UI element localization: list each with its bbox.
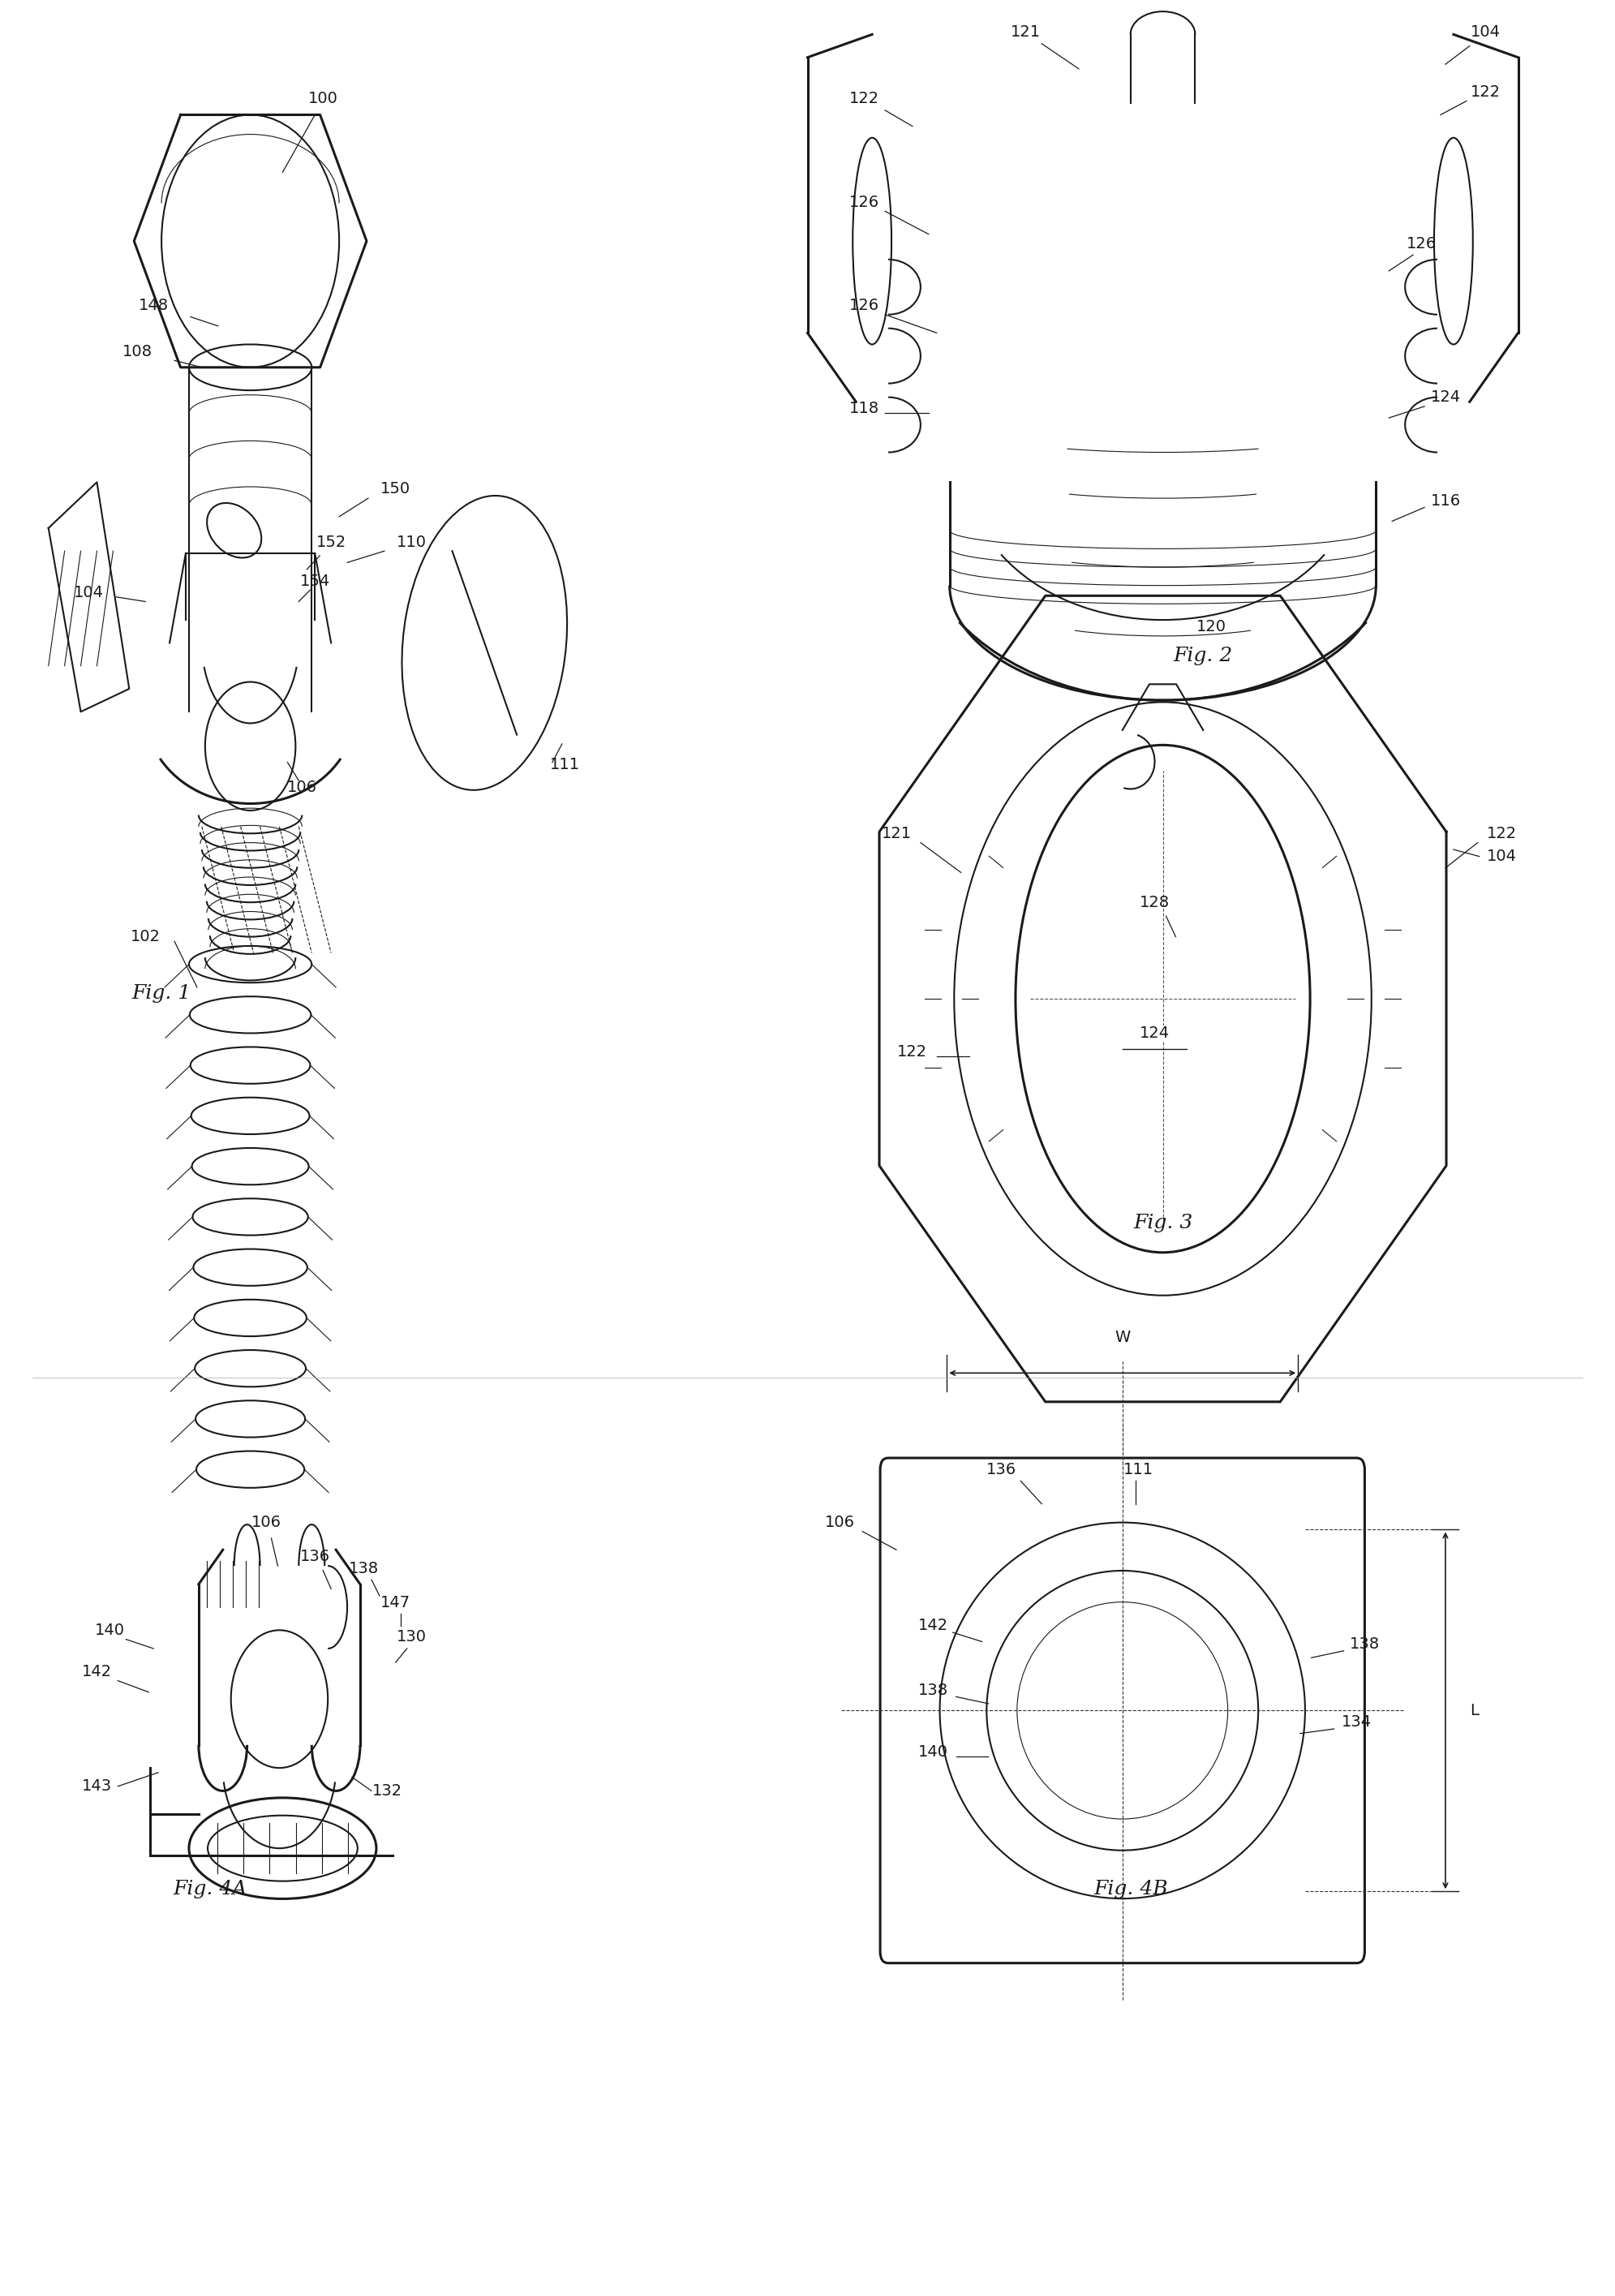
- Text: Fig. 4B: Fig. 4B: [1093, 1880, 1168, 1899]
- Text: 120: 120: [1197, 620, 1226, 634]
- Text: 126: 126: [849, 195, 879, 209]
- Text: 140: 140: [919, 1745, 948, 1759]
- Text: L: L: [1470, 1704, 1478, 1717]
- Text: 130: 130: [397, 1630, 426, 1644]
- Text: 124: 124: [1431, 390, 1460, 404]
- Text: Fig. 2: Fig. 2: [1174, 647, 1232, 666]
- Text: 108: 108: [123, 344, 152, 358]
- Text: Fig. 4A: Fig. 4A: [173, 1880, 247, 1899]
- Text: Fig. 1: Fig. 1: [132, 985, 191, 1003]
- Text: 143: 143: [82, 1779, 111, 1793]
- Text: 128: 128: [1140, 895, 1169, 909]
- Text: 104: 104: [1487, 850, 1516, 863]
- Text: 122: 122: [1471, 85, 1500, 99]
- Text: 122: 122: [1487, 827, 1516, 840]
- Text: 106: 106: [287, 781, 317, 794]
- Text: 102: 102: [131, 930, 160, 944]
- Text: 142: 142: [919, 1619, 948, 1632]
- Text: Fig. 3: Fig. 3: [1134, 1215, 1192, 1233]
- Text: 142: 142: [82, 1665, 111, 1678]
- Text: 154: 154: [300, 574, 329, 588]
- Text: 106: 106: [825, 1515, 854, 1529]
- Text: 136: 136: [987, 1463, 1016, 1476]
- Text: 136: 136: [300, 1550, 329, 1564]
- Text: 134: 134: [1342, 1715, 1371, 1729]
- Text: 126: 126: [849, 298, 879, 312]
- Text: 148: 148: [139, 298, 168, 312]
- Text: 138: 138: [349, 1561, 378, 1575]
- Text: 122: 122: [898, 1045, 927, 1058]
- Text: 138: 138: [1350, 1637, 1379, 1651]
- Text: 104: 104: [1471, 25, 1500, 39]
- Text: 124: 124: [1140, 1026, 1169, 1040]
- Text: 122: 122: [849, 92, 879, 106]
- Text: 152: 152: [317, 535, 346, 549]
- Text: 121: 121: [1011, 25, 1040, 39]
- Text: 118: 118: [849, 402, 879, 416]
- Text: 111: 111: [1124, 1463, 1153, 1476]
- Text: 110: 110: [397, 535, 426, 549]
- Text: 150: 150: [381, 482, 410, 496]
- Text: 138: 138: [919, 1683, 948, 1697]
- Text: 140: 140: [95, 1623, 124, 1637]
- Text: 132: 132: [373, 1784, 402, 1798]
- Text: 126: 126: [1407, 236, 1436, 250]
- Text: 111: 111: [551, 758, 580, 771]
- Text: 116: 116: [1431, 494, 1460, 507]
- Text: 121: 121: [882, 827, 911, 840]
- Text: 104: 104: [74, 585, 103, 599]
- Text: 106: 106: [252, 1515, 281, 1529]
- Text: 100: 100: [308, 92, 338, 106]
- Text: W: W: [1114, 1329, 1130, 1345]
- Text: 147: 147: [381, 1596, 410, 1609]
- Ellipse shape: [402, 496, 567, 790]
